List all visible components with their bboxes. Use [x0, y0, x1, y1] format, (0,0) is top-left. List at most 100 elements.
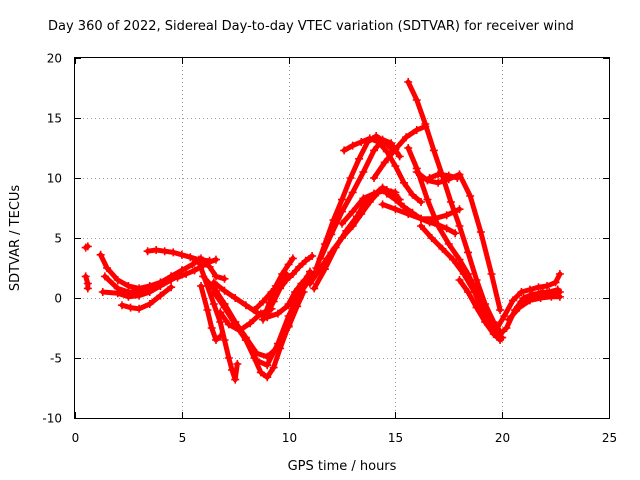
data-point [453, 174, 462, 182]
series-track-25 [340, 134, 426, 206]
data-point [220, 274, 229, 283]
data-point [98, 288, 107, 296]
data-point [182, 270, 191, 278]
data-point [156, 291, 165, 300]
data-point [220, 336, 229, 344]
series-track-24 [312, 132, 398, 272]
data-point [444, 240, 453, 248]
data-point [438, 244, 447, 253]
data-point [551, 278, 560, 287]
series-track-39 [517, 288, 564, 306]
data-point [476, 228, 485, 236]
data-point [515, 303, 524, 312]
data-point [517, 288, 526, 296]
data-point [224, 354, 233, 362]
data-point [340, 146, 349, 155]
data-point [169, 248, 178, 257]
data-point [216, 318, 225, 326]
data-point [320, 240, 329, 248]
x-tick-label: 10 [282, 431, 297, 445]
data-point [348, 141, 357, 150]
data-point [231, 375, 240, 384]
y-axis-label: SDTVAR / TECUs [8, 185, 23, 292]
data-point [263, 373, 272, 382]
data-point [190, 266, 199, 275]
data-point [197, 282, 206, 290]
data-point [357, 138, 366, 146]
data-point [288, 254, 297, 263]
data-point [305, 279, 314, 288]
series-track-21 [305, 186, 400, 288]
series-line [313, 133, 396, 271]
data-point [124, 292, 133, 301]
data-point [417, 222, 426, 230]
data-point [126, 303, 135, 312]
series-track-18 [263, 252, 317, 318]
y-tick-label: 20 [47, 52, 62, 66]
x-tick-label: 5 [179, 431, 187, 445]
series-track-2 [81, 272, 92, 293]
x-tick-label: 25 [602, 431, 617, 445]
data-point [555, 288, 564, 296]
data-point [231, 294, 240, 302]
series-track-19 [258, 254, 297, 324]
data-point [83, 284, 92, 293]
data-point [346, 174, 355, 182]
data-point [329, 216, 338, 224]
data-point [502, 324, 511, 332]
x-tick-label: 0 [72, 431, 80, 445]
data-point [269, 363, 278, 372]
series-line [200, 258, 227, 282]
y-tick-label: 15 [47, 112, 62, 126]
data-point [194, 258, 203, 266]
data-point [500, 312, 509, 320]
data-point [399, 202, 408, 211]
data-point [528, 291, 537, 300]
x-axis-label: GPS time / hours [288, 459, 397, 474]
data-point [103, 264, 112, 272]
data-point [209, 288, 218, 296]
data-point [291, 302, 300, 311]
data-point [291, 288, 300, 296]
data-point [404, 78, 413, 86]
series-track-20 [284, 268, 319, 308]
data-point [421, 120, 430, 128]
data-point [555, 270, 564, 278]
data-point [365, 134, 374, 143]
plot-frame [74, 57, 610, 419]
data-point [370, 174, 379, 182]
data-point [425, 174, 434, 182]
data-point [374, 138, 383, 146]
data-point [444, 171, 453, 180]
data-point [135, 304, 144, 313]
series-line [341, 135, 424, 205]
data-point [256, 368, 265, 377]
plot-layer [81, 78, 564, 384]
data-point [297, 279, 306, 288]
data-point [391, 195, 400, 204]
data-point [216, 332, 225, 341]
data-point [504, 315, 513, 324]
data-point [233, 360, 242, 368]
data-point [258, 297, 267, 306]
series-track-32 [425, 170, 462, 182]
data-point [404, 210, 413, 218]
data-point [481, 318, 490, 326]
data-point [380, 158, 389, 167]
data-point [455, 222, 464, 230]
data-point [273, 309, 282, 318]
data-point [466, 192, 475, 200]
data-point [211, 336, 220, 344]
series-track-9 [199, 256, 229, 283]
data-point [227, 366, 236, 374]
x-tick-label: 20 [495, 431, 510, 445]
data-point [342, 226, 351, 235]
data-point [209, 300, 218, 308]
grid-layer [75, 58, 609, 418]
data-point [549, 289, 558, 298]
series-track-37 [491, 270, 564, 335]
data-point [378, 200, 387, 209]
data-point [263, 361, 272, 370]
data-point [464, 288, 473, 296]
data-point [391, 205, 400, 214]
